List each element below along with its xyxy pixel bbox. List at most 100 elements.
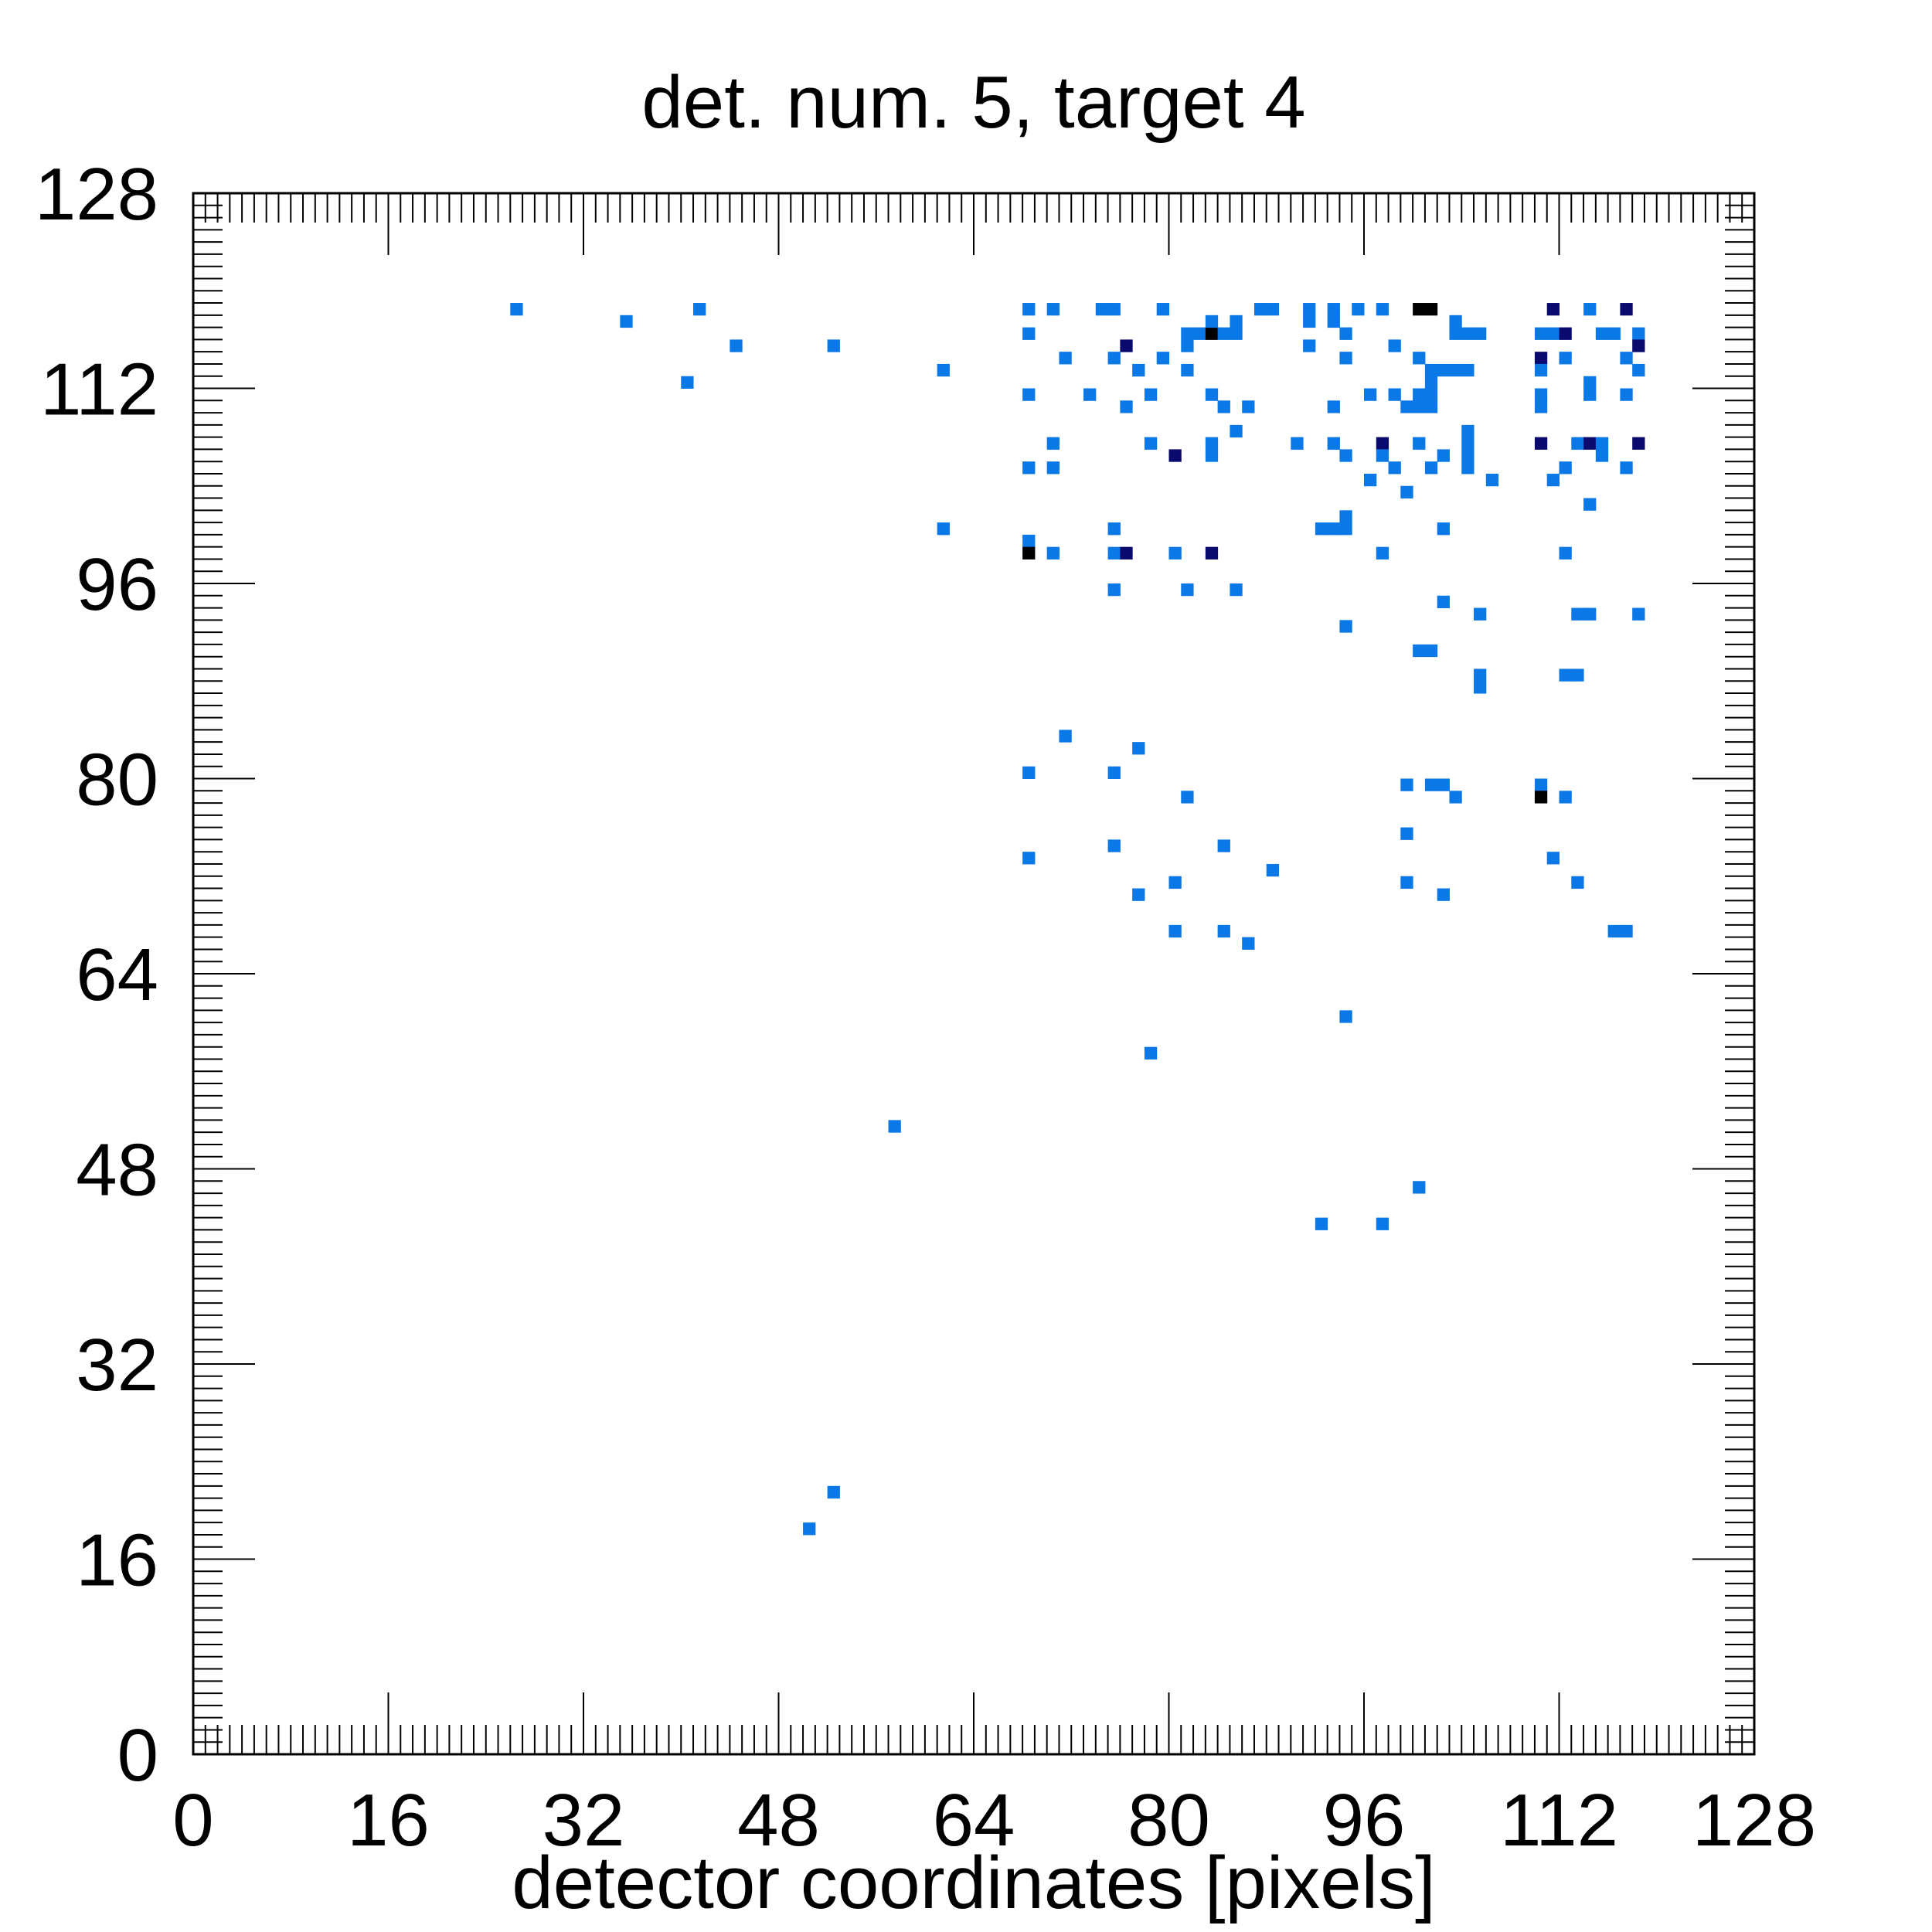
- pixel-70-107: [1046, 437, 1060, 450]
- pixel-100-107: [1413, 437, 1426, 450]
- pixel-70-105: [1046, 461, 1060, 474]
- pixel-102-70: [1437, 888, 1450, 901]
- pixel-80-106: [1168, 449, 1182, 462]
- pixel-101-90: [1424, 644, 1438, 658]
- pixel-115-116: [1595, 327, 1609, 340]
- pixel-83-106: [1205, 449, 1219, 462]
- pixel-75-100: [1107, 522, 1121, 536]
- pixel-104-108: [1461, 424, 1475, 438]
- pixel-68-111: [1022, 388, 1036, 401]
- pixel-50-18: [803, 1522, 816, 1536]
- pixel-61-100: [937, 522, 950, 536]
- pixel-75-74: [1107, 839, 1121, 852]
- pixel-100-118: [1413, 303, 1426, 316]
- pixel-79-118: [1156, 303, 1169, 316]
- pixel-113-107: [1571, 437, 1584, 450]
- y-tick-label: 0: [117, 1714, 158, 1797]
- pixel-74-118: [1095, 303, 1109, 316]
- tick-labels: 0 16 32 48 64 80 96 112 128 0 16 32 48 64 80 96 112 128: [35, 153, 1816, 1862]
- pixel-105-87: [1474, 681, 1487, 694]
- pixel-71-83: [1059, 730, 1072, 743]
- pixel-75-95: [1107, 583, 1121, 597]
- pixel-93-117: [1327, 315, 1340, 328]
- pixel-113-93: [1571, 607, 1584, 621]
- pixel-112-78: [1559, 791, 1572, 804]
- pixel-76-110: [1120, 400, 1133, 413]
- pixel-88-72: [1266, 863, 1280, 877]
- plot-frame: [192, 192, 1756, 1756]
- pixel-82-116: [1193, 327, 1206, 340]
- pixel-111-118: [1546, 303, 1560, 316]
- pixel-114-111: [1583, 388, 1597, 401]
- pixel-103-113: [1449, 363, 1462, 377]
- pixel-110-111: [1534, 388, 1548, 401]
- pixel-98-115: [1388, 339, 1401, 352]
- pixel-94-100: [1339, 522, 1352, 536]
- pixel-118-107: [1632, 437, 1645, 450]
- pixel-88-118: [1266, 303, 1280, 316]
- pixel-105-88: [1474, 668, 1487, 682]
- pixel-73-111: [1083, 388, 1097, 401]
- pixel-114-93: [1583, 607, 1597, 621]
- pixel-104-107: [1461, 437, 1475, 450]
- pixel-40-112: [681, 376, 694, 389]
- pixel-115-107: [1595, 437, 1609, 450]
- pixel-85-116: [1230, 327, 1243, 340]
- pixel-86-110: [1242, 400, 1255, 413]
- pixel-99-71: [1400, 876, 1413, 889]
- x-tick-label: 80: [1128, 1779, 1210, 1862]
- pixel-100-111: [1413, 388, 1426, 401]
- pixel-81-116: [1181, 327, 1194, 340]
- pixel-115-106: [1595, 449, 1609, 462]
- pixel-111-73: [1546, 852, 1560, 865]
- pixel-76-115: [1120, 339, 1133, 352]
- chart-title: det. num. 5, target 4: [641, 61, 1306, 144]
- pixel-118-93: [1632, 607, 1645, 621]
- pixel-117-111: [1620, 388, 1633, 401]
- pixel-57-51: [888, 1120, 901, 1133]
- pixel-85-95: [1230, 583, 1243, 597]
- pixel-103-78: [1449, 791, 1462, 804]
- pixel-93-100: [1327, 522, 1340, 536]
- pixel-110-78: [1534, 791, 1548, 804]
- pixel-83-117: [1205, 315, 1219, 328]
- pixel-101-105: [1424, 461, 1438, 474]
- pixel-93-110: [1327, 400, 1340, 413]
- pixel-118-116: [1632, 327, 1645, 340]
- pixel-114-118: [1583, 303, 1597, 316]
- pixel-105-116: [1474, 327, 1487, 340]
- pixel-85-108: [1230, 424, 1243, 438]
- pixel-112-98: [1559, 546, 1572, 560]
- pixel-93-107: [1327, 437, 1340, 450]
- pixel-80-71: [1168, 876, 1182, 889]
- pixel-104-113: [1461, 363, 1475, 377]
- pixel-102-106: [1437, 449, 1450, 462]
- pixel-113-88: [1571, 668, 1584, 682]
- pixel-94-92: [1339, 620, 1352, 633]
- x-tick-label: 16: [347, 1779, 430, 1862]
- pixel-100-90: [1413, 644, 1426, 658]
- pixel-112-88: [1559, 668, 1572, 682]
- pixel-75-114: [1107, 352, 1121, 365]
- pixel-94-116: [1339, 327, 1352, 340]
- pixel-117-118: [1620, 303, 1633, 316]
- pixel-91-115: [1303, 339, 1316, 352]
- y-tick-label: 16: [76, 1519, 158, 1602]
- pixel-83-111: [1205, 388, 1219, 401]
- pixel-101-118: [1424, 303, 1438, 316]
- y-tick-label: 128: [35, 153, 158, 236]
- pixel-97-106: [1376, 449, 1389, 462]
- pixel-78-107: [1144, 437, 1158, 450]
- pixel-83-98: [1205, 546, 1219, 560]
- pixel-81-113: [1181, 363, 1194, 377]
- x-tick-label: 96: [1323, 1779, 1406, 1862]
- pixel-116-67: [1607, 924, 1621, 938]
- pixel-84-110: [1217, 400, 1230, 413]
- x-tick-label: 64: [933, 1779, 1015, 1862]
- pixel-68-116: [1022, 327, 1036, 340]
- pixel-110-116: [1534, 327, 1548, 340]
- pixel-116-116: [1607, 327, 1621, 340]
- pixel-68-80: [1022, 766, 1036, 779]
- y-tick-label: 112: [40, 349, 158, 431]
- pixel-71-114: [1059, 352, 1072, 365]
